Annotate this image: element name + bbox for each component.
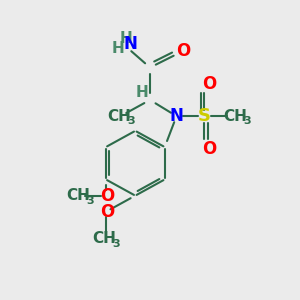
Text: N: N	[123, 35, 137, 53]
Text: 3: 3	[86, 196, 94, 206]
Text: H: H	[112, 41, 124, 56]
Text: O: O	[176, 42, 190, 60]
Text: O: O	[100, 203, 114, 221]
Text: S: S	[198, 107, 211, 125]
Text: H: H	[120, 31, 133, 46]
Text: O: O	[202, 140, 216, 158]
Text: 3: 3	[112, 238, 120, 249]
Text: H: H	[135, 85, 148, 100]
Text: 3: 3	[243, 116, 251, 126]
Text: CH: CH	[92, 231, 116, 246]
Text: CH: CH	[66, 188, 90, 203]
Text: CH: CH	[224, 109, 247, 124]
Text: 3: 3	[127, 116, 135, 126]
Text: N: N	[169, 107, 183, 125]
Text: CH: CH	[107, 109, 131, 124]
Text: O: O	[100, 187, 114, 205]
Text: O: O	[202, 75, 216, 93]
